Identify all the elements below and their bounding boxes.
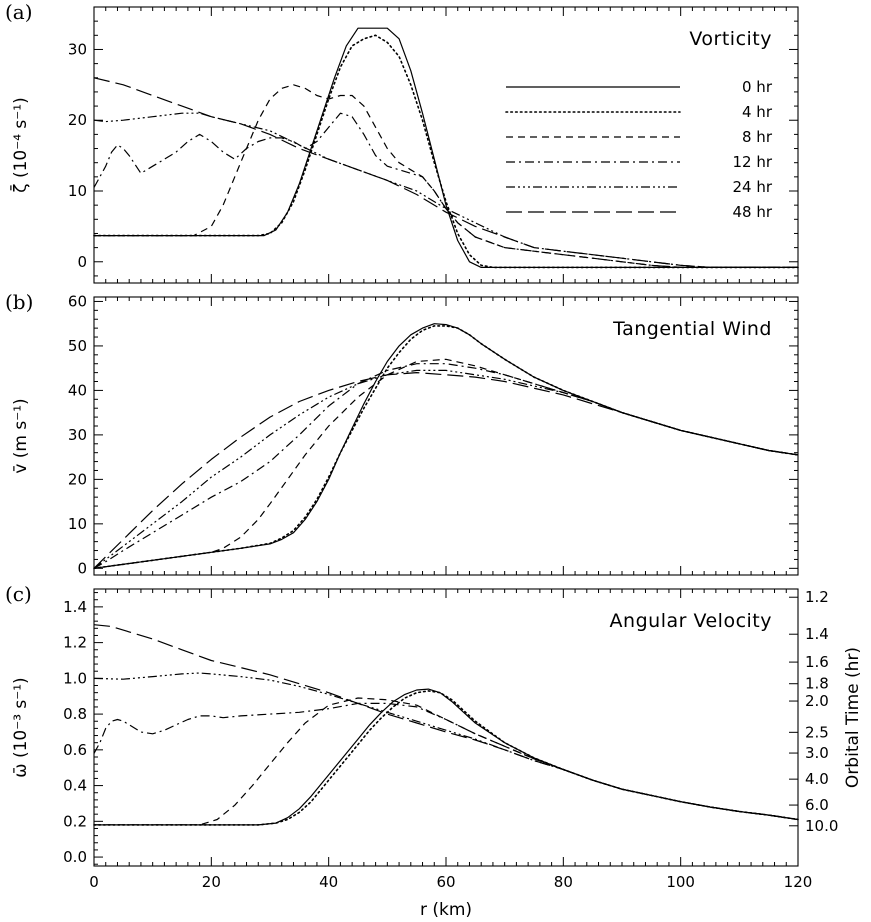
series-line-8hr bbox=[94, 697, 799, 826]
y-tick-label: 0.6 bbox=[63, 741, 87, 759]
y-tick-label: 30 bbox=[68, 40, 87, 58]
y2-tick-label: 1.4 bbox=[805, 625, 829, 643]
y-tick-label: 20 bbox=[68, 470, 87, 488]
panel-title: Angular Velocity bbox=[610, 610, 772, 632]
legend: 0 hr 4 hr 8 hr 12 hr 24 hr 48 hr bbox=[505, 78, 773, 221]
y-tick-label: 60 bbox=[68, 292, 87, 310]
legend-label: 48 hr bbox=[732, 203, 772, 221]
series-line-48hr bbox=[93, 77, 798, 268]
x-tick-label: 80 bbox=[554, 873, 573, 891]
y-tick-label: 0.0 bbox=[63, 848, 87, 866]
y-tick-label: 10 bbox=[68, 182, 87, 200]
legend-label: 4 hr bbox=[742, 103, 773, 121]
x-axis-title: r (km) bbox=[420, 900, 472, 920]
series-line-4hr bbox=[93, 34, 799, 269]
y-tick-label: 1.0 bbox=[63, 669, 87, 687]
series-line-0hr bbox=[93, 323, 799, 569]
panel-letter: (a) bbox=[5, 0, 33, 24]
y-tick-label: 0 bbox=[77, 253, 87, 271]
series-line-4hr bbox=[93, 325, 799, 570]
series-line-8hr bbox=[94, 84, 798, 268]
y-tick-label: 1.4 bbox=[63, 598, 87, 616]
y2-tick-label: 10.0 bbox=[805, 817, 838, 835]
y-tick-label: 20 bbox=[68, 111, 87, 129]
series-line-12hr bbox=[93, 363, 799, 569]
legend-label: 0 hr bbox=[742, 78, 773, 96]
x-tick-label: 120 bbox=[784, 873, 813, 891]
series-line-24hr bbox=[93, 672, 799, 821]
y2-tick-label: 6.0 bbox=[805, 796, 829, 814]
y-axis-title: v̄ (m s⁻¹) bbox=[11, 398, 31, 473]
y2-tick-label: 3.0 bbox=[805, 744, 829, 762]
y2-tick-label: 1.6 bbox=[805, 653, 829, 671]
y2-tick-label: 2.5 bbox=[805, 723, 829, 741]
y2-tick-label: 1.2 bbox=[805, 588, 829, 606]
series-line-48hr bbox=[93, 624, 799, 821]
panel-letter: (b) bbox=[5, 290, 33, 314]
y-tick-label: 0.4 bbox=[63, 777, 87, 795]
panel-letter: (c) bbox=[5, 582, 32, 606]
y-axis-title: ζ̄ (10⁻⁴ s⁻¹) bbox=[9, 97, 31, 192]
x-tick-label: 0 bbox=[89, 873, 99, 891]
x-tick-label: 100 bbox=[666, 873, 695, 891]
panel-a: 0 10 20 30 ζ̄ (10⁻⁴ s⁻¹) (a) Vorticity 0 hr 4 hr… bbox=[5, 0, 799, 284]
x-tick-label: 40 bbox=[319, 873, 338, 891]
series-line-4hr bbox=[93, 690, 799, 826]
series-line-48hr bbox=[93, 372, 799, 569]
y-tick-label: 40 bbox=[68, 381, 87, 399]
y2-tick-label: 1.8 bbox=[805, 675, 829, 693]
legend-label: 12 hr bbox=[732, 153, 772, 171]
y-axis-title: ω̄ (10⁻³ s⁻¹) bbox=[11, 677, 31, 777]
panel-title: Vorticity bbox=[689, 28, 772, 50]
y2-tick-label: 4.0 bbox=[805, 770, 829, 788]
series-line-0hr bbox=[94, 688, 799, 826]
y-tick-label: 1.2 bbox=[63, 634, 87, 652]
x-tick-label: 60 bbox=[436, 873, 455, 891]
y-tick-label: 0.2 bbox=[63, 812, 87, 830]
series-line-12hr bbox=[93, 702, 799, 821]
panel-c: 0 20 40 60 80 100 120 0.0 0.2 0.4 0.6 0.8 1.0 1.2 1.4 1… bbox=[5, 582, 863, 891]
y-tick-label: 30 bbox=[68, 426, 87, 444]
series-line-24hr bbox=[93, 369, 799, 569]
y-tick-label: 0 bbox=[77, 559, 87, 577]
series-line-8hr bbox=[93, 358, 799, 569]
series-line-24hr bbox=[93, 112, 798, 268]
legend-label: 24 hr bbox=[732, 178, 772, 196]
y2-tick-label: 2.0 bbox=[805, 692, 829, 710]
y-tick-label: 50 bbox=[68, 337, 87, 355]
legend-label: 8 hr bbox=[742, 128, 773, 146]
panel-title: Tangential Wind bbox=[612, 318, 772, 340]
series-line-0hr bbox=[94, 27, 798, 268]
y2-axis-title: Orbital Time (hr) bbox=[843, 647, 863, 788]
panel-b: 0 10 20 30 40 50 60 v̄ (m s⁻¹) (b) Tangential Win… bbox=[5, 290, 799, 577]
y-tick-label: 0.8 bbox=[63, 705, 87, 723]
x-tick-label: 20 bbox=[202, 873, 221, 891]
series-line-12hr bbox=[93, 112, 798, 268]
y-tick-label: 10 bbox=[68, 515, 87, 533]
